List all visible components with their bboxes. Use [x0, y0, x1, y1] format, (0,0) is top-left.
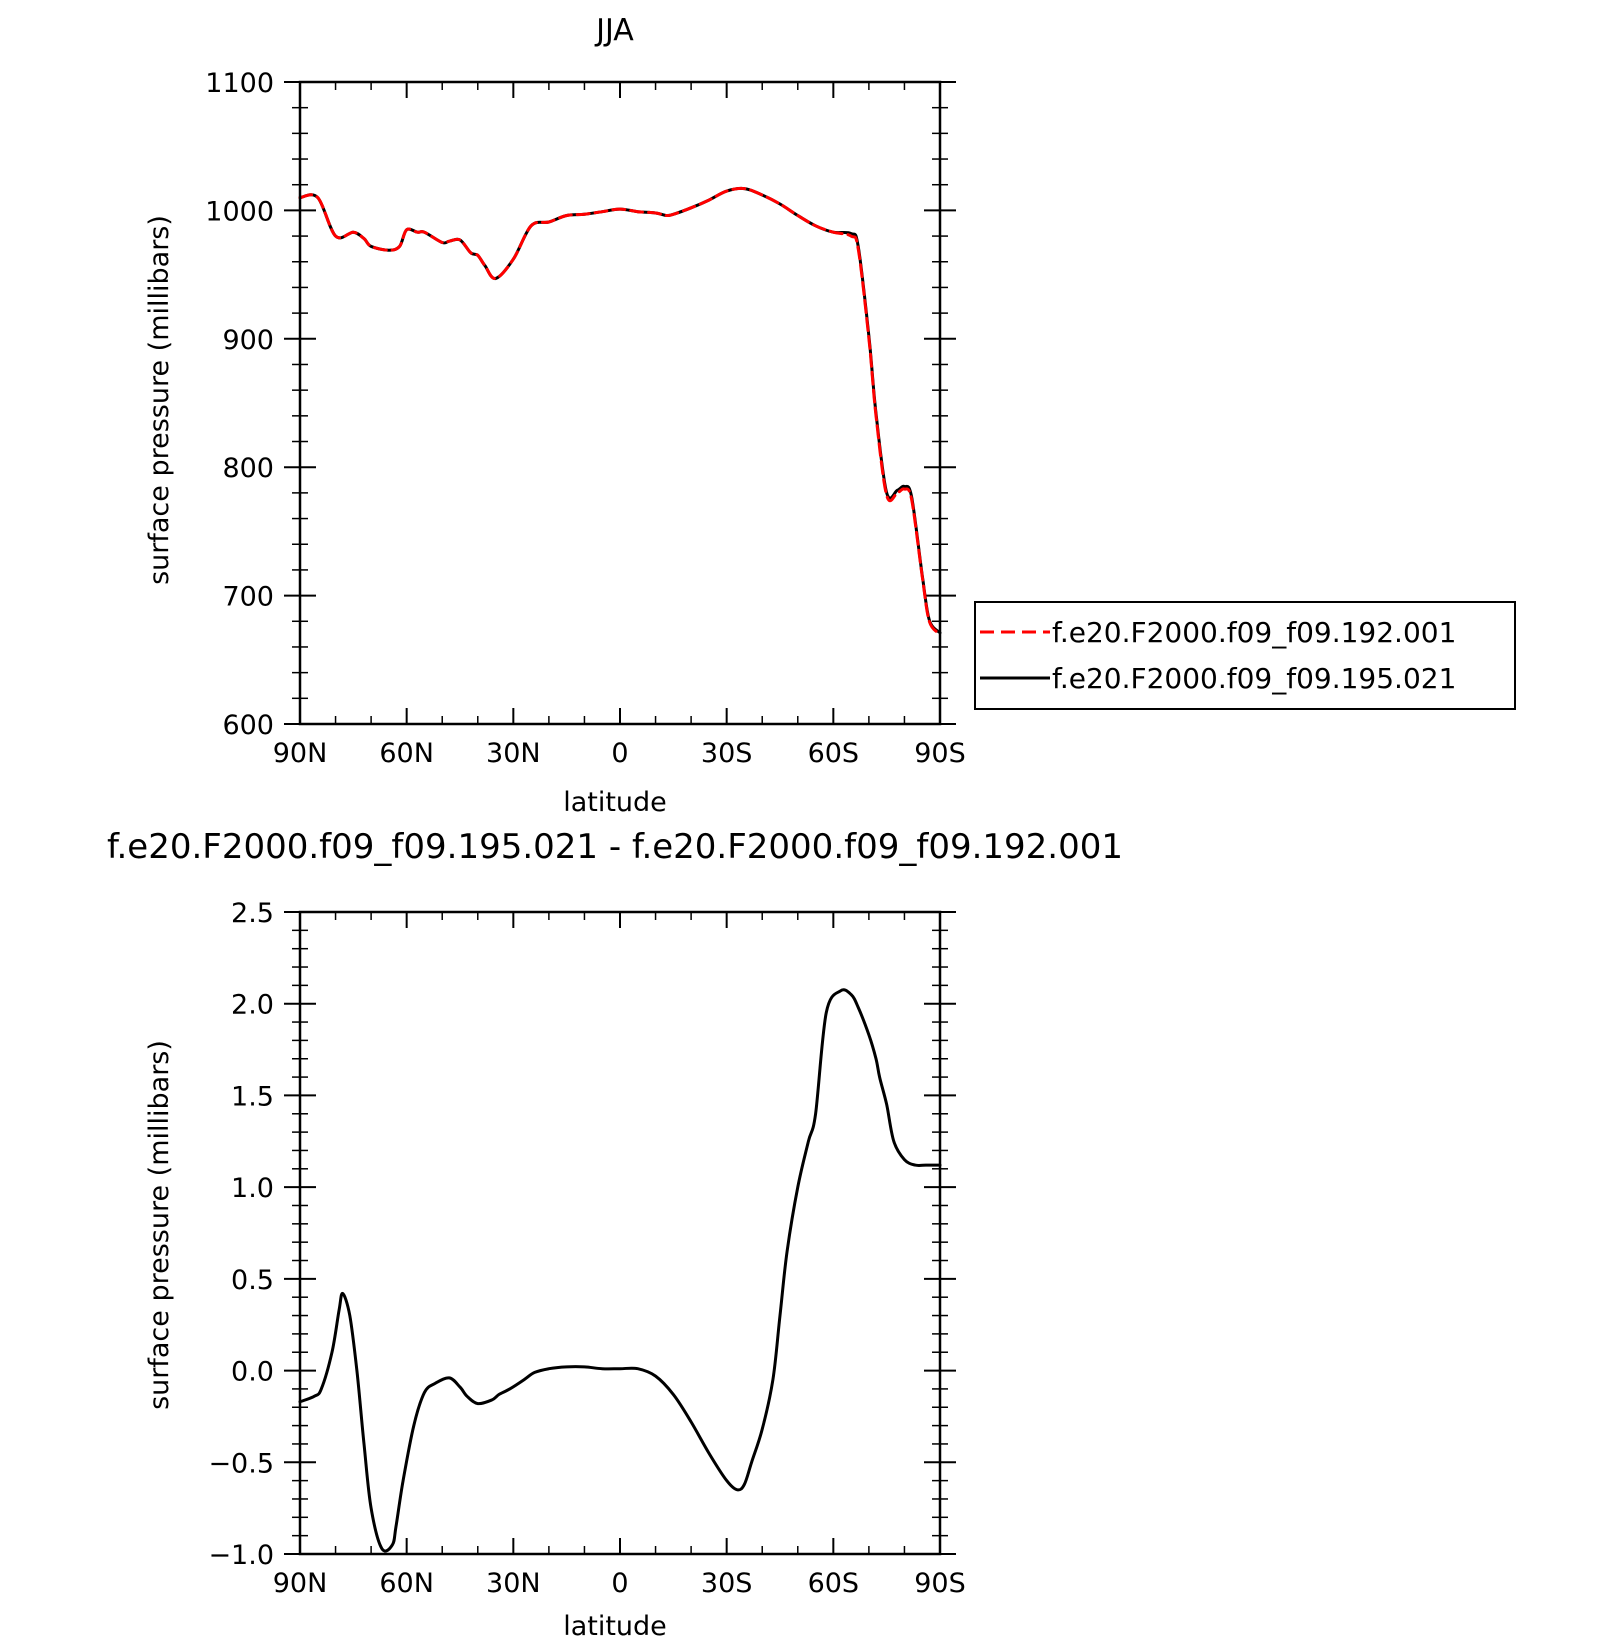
bot-x-tick-label: 0: [611, 1568, 628, 1599]
legend-label-192: f.e20.F2000.f09_f09.192.001: [1052, 616, 1456, 649]
top-chart-title: JJA: [594, 13, 634, 48]
bottom-y-tick-labels: −1.0 −0.5 0.0 0.5 1.0 1.5 2.0 2.5: [208, 898, 274, 1571]
bot-y-tick-label: 2.0: [231, 990, 274, 1021]
top-y-tick-label: 600: [222, 710, 274, 741]
top-y-axis-label: surface pressure (millibars): [144, 215, 175, 585]
chart-bottom: f.e20.F2000.f09_f09.195.021 - f.e20.F200…: [107, 827, 1123, 1641]
top-y-tick-label: 1100: [205, 68, 274, 99]
bot-x-tick-label: 60S: [808, 1568, 860, 1599]
top-x-axis-label: latitude: [563, 787, 667, 818]
top-y-tick-label: 900: [222, 325, 274, 356]
top-x-tick-label: 90S: [914, 738, 966, 769]
bot-y-tick-label: 0.5: [231, 1265, 274, 1296]
bot-y-tick-label: 1.5: [231, 1081, 274, 1112]
bottom-x-axis-label: latitude: [563, 1611, 667, 1641]
bot-y-tick-label: 2.5: [231, 898, 274, 929]
top-x-tick-label: 60N: [379, 738, 434, 769]
top-x-tick-label: 30S: [701, 738, 753, 769]
chart-top: JJA 90N 60N 30N 0 30S 60S 90S 600 700 800 900 1000…: [144, 13, 1516, 818]
bot-x-tick-label: 90S: [914, 1568, 966, 1599]
bottom-series-group: [298, 988, 942, 1553]
top-y-tick-label: 1000: [205, 196, 274, 227]
top-x-tick-label: 0: [611, 738, 628, 769]
top-series-group: [298, 186, 942, 636]
bot-x-tick-label: 60N: [379, 1568, 434, 1599]
bot-x-tick-label: 90N: [273, 1568, 328, 1599]
bot-y-tick-label: 0.0: [231, 1357, 274, 1388]
bot-y-tick-label: −1.0: [208, 1540, 274, 1571]
bot-y-tick-label: 1.0: [231, 1173, 274, 1204]
top-x-tick-label: 30N: [486, 738, 541, 769]
top-series-line-0: [298, 186, 942, 636]
legend-box: [974, 601, 1516, 710]
top-plot-frame: [298, 80, 942, 726]
top-x-tick-label: 90N: [273, 738, 328, 769]
bottom-chart-title: f.e20.F2000.f09_f09.195.021 - f.e20.F200…: [107, 827, 1123, 867]
top-y-tick-label: 800: [222, 453, 274, 484]
bot-series-line-0: [298, 988, 942, 1553]
legend-label-195: f.e20.F2000.f09_f09.195.021: [1052, 662, 1456, 695]
bot-x-tick-label: 30N: [486, 1568, 541, 1599]
legend: f.e20.F2000.f09_f09.192.001 f.e20.F2000.…: [974, 601, 1516, 710]
top-y-tick-labels: 600 700 800 900 1000 1100: [205, 68, 274, 741]
top-x-tick-labels: 90N 60N 30N 0 30S 60S 90S: [273, 738, 966, 769]
top-y-tick-label: 700: [222, 582, 274, 613]
bot-x-tick-label: 30S: [701, 1568, 753, 1599]
bot-y-tick-label: −0.5: [208, 1448, 274, 1479]
bottom-y-axis-label: surface pressure (millibars): [144, 1040, 175, 1410]
top-x-tick-label: 60S: [808, 738, 860, 769]
bottom-x-tick-labels: 90N 60N 30N 0 30S 60S 90S: [273, 1568, 966, 1599]
bottom-plot-frame: [298, 910, 942, 1556]
